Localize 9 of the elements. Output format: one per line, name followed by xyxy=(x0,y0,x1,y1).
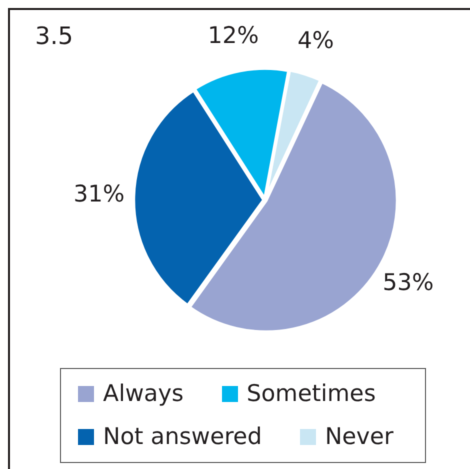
legend-label: Not answered xyxy=(103,424,262,450)
data-label: 53% xyxy=(382,270,434,296)
legend-label: Never xyxy=(324,424,394,450)
legend-label: Always xyxy=(103,381,184,408)
data-label: 31% xyxy=(74,181,125,208)
legend-label: Sometimes xyxy=(246,381,376,408)
data-label: 4% xyxy=(297,28,334,54)
chart-title: 3.5 xyxy=(35,22,74,50)
data-label: 12% xyxy=(208,23,259,50)
